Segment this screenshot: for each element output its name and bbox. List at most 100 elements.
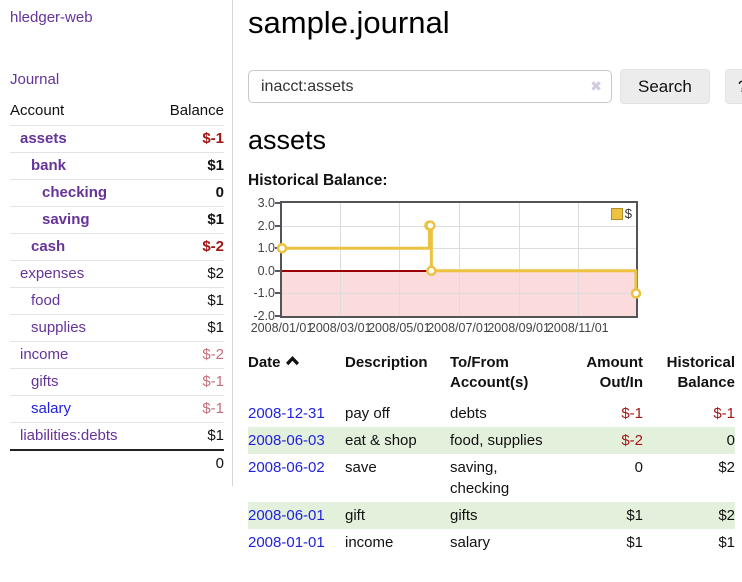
page-title: sample.journal [248, 5, 450, 40]
register-row: 2008-06-01 gift gifts $1 $2 [248, 502, 735, 529]
transaction-date-link[interactable]: 2008-06-03 [248, 432, 325, 449]
account-link[interactable]: gifts [31, 373, 59, 390]
search-input[interactable] [248, 70, 612, 103]
transaction-balance: $-1 [713, 405, 735, 422]
register-header-row: Date Description To/From Account(s) Amou… [248, 353, 735, 400]
account-row: expenses $2 [10, 260, 224, 287]
account-balance: $1 [207, 427, 224, 444]
transaction-accounts: debts [450, 405, 487, 422]
transaction-amount: $-2 [621, 432, 643, 449]
transaction-balance: $1 [718, 534, 735, 551]
account-link[interactable]: expenses [20, 265, 85, 282]
register-row: 2008-01-01 income salary $1 $1 [248, 529, 735, 556]
transaction-date-link[interactable]: 2008-06-02 [248, 459, 325, 476]
column-header-accounts: To/From Account(s) [450, 354, 529, 391]
help-button[interactable]: ? [724, 69, 742, 104]
chart-y-axis: 3.0 2.0 1.0 0.0 -1.0 -2.0 [253, 196, 275, 323]
accounts-list: assets $-1 bank $1 checking 0 savin [10, 125, 224, 449]
transaction-description: income [345, 534, 394, 551]
search-form: ✖ Search ? [248, 69, 742, 104]
transaction-amount: $1 [626, 507, 643, 524]
transaction-balance: $2 [718, 459, 735, 476]
account-balance: $1 [207, 211, 224, 228]
transaction-accounts: gifts [450, 507, 478, 524]
accounts-table-header: Account Balance [10, 100, 224, 125]
transaction-amount: $1 [626, 534, 643, 551]
transaction-accounts: salary [450, 534, 491, 551]
sort-ascending-icon [285, 353, 299, 373]
transaction-description: save [345, 459, 377, 476]
register-row: 2008-12-31 pay off debts $-1 $-1 [248, 400, 735, 427]
account-balance: $1 [207, 157, 224, 174]
account-row: food $1 [10, 287, 224, 314]
account-link[interactable]: saving [42, 211, 90, 228]
account-title: assets [248, 125, 327, 155]
account-row: bank $1 [10, 152, 224, 179]
page: hledger-web Journal Account Balance asse… [0, 0, 742, 556]
chart-legend: $ [610, 206, 632, 221]
transaction-amount: 0 [634, 459, 643, 476]
account-row: income $-2 [10, 341, 224, 368]
accounts-total: 0 [10, 449, 224, 476]
legend-label: $ [624, 206, 632, 221]
account-link[interactable]: bank [31, 157, 67, 174]
account-row: gifts $-1 [10, 368, 224, 395]
main-content: sample.journal ✖ Search ? assets Histori… [233, 0, 742, 556]
account-link[interactable]: cash [31, 238, 66, 255]
sidebar: hledger-web Journal Account Balance asse… [0, 0, 233, 486]
search-input-wrap: ✖ [248, 70, 612, 103]
column-header-amount: Amount Out/In [586, 354, 643, 391]
brand-link[interactable]: hledger-web [10, 9, 93, 26]
account-balance: $1 [207, 292, 224, 309]
transaction-date-link[interactable]: 2008-12-31 [248, 405, 325, 422]
account-balance: $2 [207, 265, 224, 282]
accounts-table: Account Balance assets $-1 bank $1 [10, 100, 224, 476]
account-balance: $-1 [202, 373, 224, 390]
clear-search-icon[interactable]: ✖ [590, 78, 602, 94]
register-table: Date Description To/From Account(s) Amou… [248, 353, 735, 556]
account-row: cash $-2 [10, 233, 224, 260]
transaction-balance: $2 [718, 507, 735, 524]
chart-title: Historical Balance: [248, 172, 388, 189]
transaction-date-link[interactable]: 2008-06-01 [248, 507, 325, 524]
transaction-description: gift [345, 507, 366, 524]
legend-swatch-icon [610, 207, 623, 220]
account-column-header: Account [10, 102, 65, 119]
column-header-date[interactable]: Date [248, 353, 345, 400]
transaction-accounts: saving, checking [450, 459, 510, 497]
chart-plot-area: $ [275, 201, 642, 318]
register-body: 2008-12-31 pay off debts $-1 $-1 2008-06… [248, 400, 735, 556]
account-balance: $-1 [202, 130, 224, 147]
account-row: supplies $1 [10, 314, 224, 341]
transaction-balance: 0 [726, 432, 735, 449]
register-row: 2008-06-02 save saving, checking 0 $2 [248, 454, 735, 502]
column-header-balance: Historical Balance [666, 354, 735, 391]
transaction-amount: $-1 [621, 405, 643, 422]
account-row: saving $1 [10, 206, 224, 233]
sidebar-item-journal[interactable]: Journal [10, 71, 60, 88]
transaction-date-link[interactable]: 2008-01-01 [248, 534, 325, 551]
account-balance: $-1 [202, 400, 224, 417]
account-link[interactable]: liabilities:debts [20, 427, 118, 444]
balance-chart: 3.0 2.0 1.0 0.0 -1.0 -2.0 $ [248, 196, 742, 323]
account-balance: 0 [215, 184, 224, 201]
account-link[interactable]: assets [20, 130, 67, 147]
account-balance: $-2 [202, 238, 224, 255]
account-row: checking 0 [10, 179, 224, 206]
account-link[interactable]: supplies [31, 319, 87, 336]
balance-column-header: Balance [169, 102, 224, 119]
register-row: 2008-06-03 eat & shop food, supplies $-2… [248, 427, 735, 454]
transaction-accounts: food, supplies [450, 432, 543, 449]
account-link[interactable]: checking [42, 184, 108, 201]
account-row: salary $-1 [10, 395, 224, 422]
account-balance: $-2 [202, 346, 224, 363]
account-row: liabilities:debts $1 [10, 422, 224, 449]
account-link[interactable]: income [20, 346, 69, 363]
account-link[interactable]: food [31, 292, 61, 309]
search-button[interactable]: Search [620, 69, 710, 104]
transaction-description: pay off [345, 405, 390, 422]
account-row: assets $-1 [10, 125, 224, 152]
account-balance: $1 [207, 319, 224, 336]
account-link[interactable]: salary [31, 400, 72, 417]
chart-x-axis: 2008/01/01 2008/03/01 2008/05/01 2008/07/01… [250, 321, 609, 335]
